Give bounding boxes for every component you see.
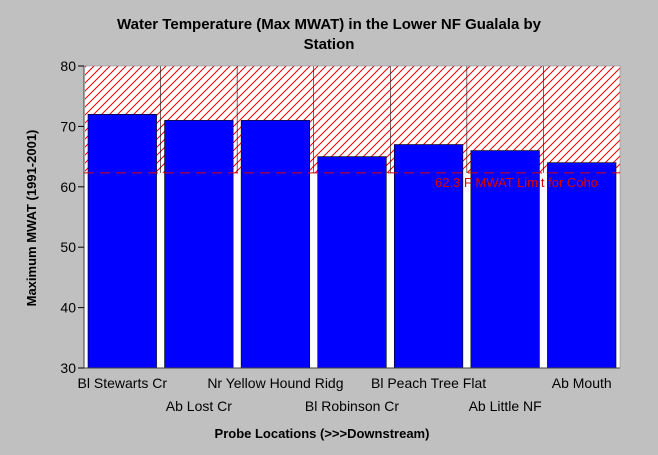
chart-subtitle: Station bbox=[304, 36, 355, 53]
y-ticks: 30 40 50 60 70 80 bbox=[60, 58, 84, 376]
bar-4 bbox=[317, 156, 387, 369]
y-tick-label: 70 bbox=[60, 118, 76, 134]
bar-7 bbox=[547, 162, 617, 369]
bars bbox=[87, 66, 617, 369]
bar-1 bbox=[87, 114, 157, 369]
x-tick-label: Bl Stewarts Cr bbox=[78, 375, 168, 391]
y-tick-label: 40 bbox=[60, 300, 76, 316]
y-tick-label: 60 bbox=[60, 179, 76, 195]
threshold-label: 62.3 F MWAT Limit for Coho bbox=[435, 175, 598, 190]
x-labels: Bl Stewarts Cr Ab Lost Cr Nr Yellow Hound … bbox=[78, 375, 612, 414]
bar-5 bbox=[393, 144, 464, 369]
y-tick-label: 50 bbox=[60, 239, 76, 255]
bar-6 bbox=[470, 150, 540, 369]
chart-title: Water Temperature (Max MWAT) in the Lowe… bbox=[117, 16, 542, 33]
x-axis-title: Probe Locations (>>>Downstream) bbox=[215, 426, 430, 441]
x-tick-label: Ab Lost Cr bbox=[166, 398, 232, 414]
x-tick-label: Ab Little NF bbox=[469, 398, 542, 414]
bar-2 bbox=[164, 120, 234, 369]
bar-3 bbox=[240, 120, 311, 369]
x-tick-label: Bl Robinson Cr bbox=[305, 398, 399, 414]
x-tick-label: Ab Mouth bbox=[552, 375, 612, 391]
plot-frame bbox=[83, 65, 621, 369]
y-axis-title: Maximum MWAT (1991-2001) bbox=[24, 130, 39, 307]
y-tick-label: 80 bbox=[60, 58, 76, 74]
x-tick-label: Bl Peach Tree Flat bbox=[371, 375, 486, 391]
y-tick-label: 30 bbox=[60, 360, 76, 376]
x-tick-label: Nr Yellow Hound Ridg bbox=[207, 375, 343, 391]
